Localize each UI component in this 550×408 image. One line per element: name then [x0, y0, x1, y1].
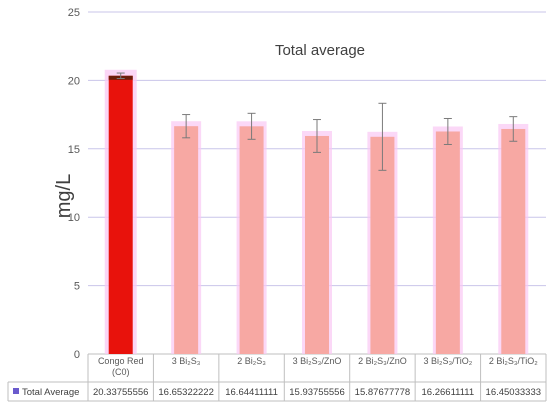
y-tick-label: 25	[68, 7, 80, 19]
data-label: 16.64411111	[225, 387, 278, 398]
bar	[174, 126, 199, 354]
bar	[370, 136, 395, 354]
y-tick-label: 0	[74, 349, 80, 361]
x-tick-label: Congo Red	[98, 356, 144, 366]
data-label: 16.45033333	[486, 387, 541, 398]
y-tick-label: 20	[68, 75, 80, 87]
data-label: 15.87677778	[355, 387, 410, 398]
x-tick-label: 2 Bi₂S₃/ZnO	[358, 356, 407, 366]
error-bars	[116, 72, 518, 171]
x-tick-label: 3 Bi₂S₃	[172, 356, 201, 366]
bar	[108, 75, 133, 355]
y-tick-label: 15	[68, 144, 80, 156]
bars	[104, 69, 529, 355]
x-tick-label: 2 Bi₂S₃/TiO₂	[489, 356, 538, 366]
y-tick-label: 10	[68, 212, 80, 224]
x-tick-label-sub: (C0)	[112, 367, 130, 377]
data-table: Total Average 20.33755556 16.65322222 16.64…	[7, 354, 547, 402]
x-tick-label: 3 Bi₂S₃/ZnO	[293, 356, 342, 366]
legend-series-name: Total Average	[22, 387, 79, 398]
data-label: 15.93755556	[289, 387, 344, 398]
data-label: 16.65322222	[158, 387, 213, 398]
y-axis-label: mg/L	[53, 174, 75, 218]
bar	[501, 128, 526, 354]
bar	[305, 135, 329, 354]
chart-title: Total average	[275, 42, 365, 59]
x-tick-labels: Congo Red(C0) 3 Bi₂S₃ 2 Bi₂S₃ 3 Bi₂S₃/ZnO 2 …	[98, 356, 538, 377]
y-tick-labels: 0 5 10 15 20 25	[68, 7, 80, 361]
bar	[435, 131, 460, 354]
x-tick-label: 3 Bi₂S₃/TiO₂	[423, 356, 472, 366]
data-label: 16.26611111	[422, 387, 475, 398]
bar	[239, 126, 264, 354]
legend-marker	[13, 388, 19, 394]
x-tick-label: 2 Bi₂S₃	[237, 356, 266, 366]
data-label: 20.33755556	[93, 387, 148, 398]
y-tick-label: 5	[74, 281, 80, 293]
